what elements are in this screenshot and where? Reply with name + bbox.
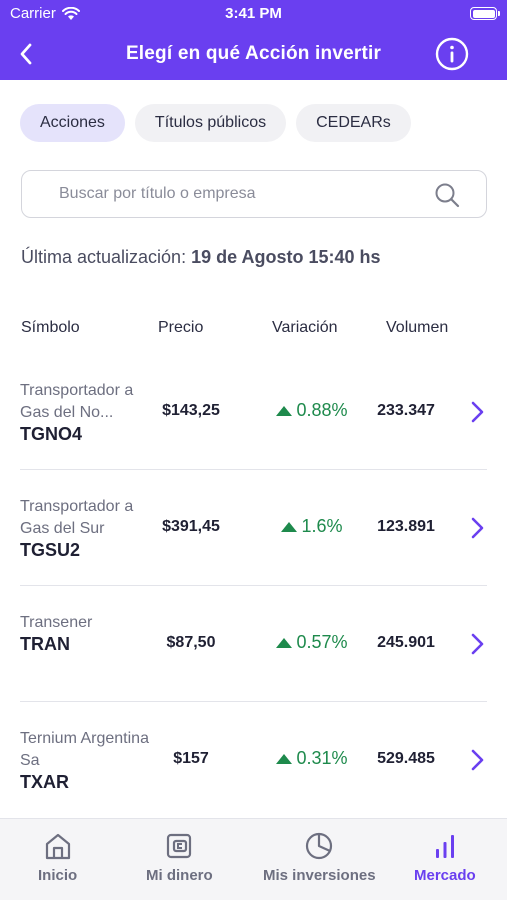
bar-chart-icon	[435, 835, 454, 858]
search-input[interactable]: Buscar por título o empresa	[21, 170, 487, 218]
tab-inicio-label: Inicio	[38, 867, 78, 884]
last-update-label: Última actualización:	[21, 247, 187, 267]
chevron-right-icon[interactable]	[467, 517, 487, 539]
stock-volume: 245.901	[377, 634, 435, 651]
stock-price: $143,25	[162, 402, 220, 419]
arrow-up-icon	[276, 753, 293, 764]
header-volumen: Volumen	[386, 319, 449, 336]
wallet-icon	[167, 833, 192, 859]
header-precio: Precio	[158, 319, 204, 336]
stock-variation: 0.57%	[252, 632, 372, 653]
pie-chart-icon	[306, 832, 333, 860]
tab-mercado[interactable]: Mercado	[414, 831, 476, 884]
stock-symbol: TGSU2	[20, 540, 81, 560]
variation-value: 0.31%	[296, 748, 348, 768]
tab-mercado-label: Mercado	[414, 867, 476, 884]
tab-cedears[interactable]: CEDEARs	[296, 104, 411, 142]
arrow-up-icon	[281, 521, 298, 532]
stock-variation: 0.31%	[252, 748, 372, 769]
chevron-right-icon[interactable]	[467, 401, 487, 423]
info-icon[interactable]	[435, 37, 469, 71]
tab-mi-dinero[interactable]: Mi dinero	[146, 831, 213, 884]
nav-bar: Elegí en qué Acción invertir	[0, 28, 507, 80]
table-row[interactable]: Transportador a Gas del No... TGNO4 $143…	[20, 354, 487, 470]
stock-volume: 123.891	[377, 518, 435, 535]
variation-value: 0.57%	[296, 632, 348, 652]
tab-titulos-publicos[interactable]: Títulos públicos	[134, 104, 287, 142]
stock-volume: 233.347	[377, 402, 435, 419]
segment-tabs: Acciones Títulos públicos CEDEARs	[20, 104, 411, 142]
wifi-icon	[61, 6, 80, 20]
stock-symbol: TRAN	[20, 634, 70, 654]
header-variacion: Variación	[272, 319, 338, 336]
chevron-left-icon	[20, 43, 32, 65]
stock-variation: 1.6%	[252, 516, 372, 537]
company-name: Transener	[20, 614, 93, 631]
header-simbolo: Símbolo	[21, 319, 80, 336]
stock-list: Transportador a Gas del No... TGNO4 $143…	[0, 354, 507, 818]
table-row[interactable]: Transportador a Gas del Sur TGSU2 $391,4…	[20, 470, 487, 586]
tab-mis-inversiones-label: Mis inversiones	[263, 867, 376, 884]
company-name: Transportador a Gas del Sur	[20, 498, 134, 537]
chevron-right-icon[interactable]	[467, 633, 487, 655]
table-row[interactable]: Ternium Argentina Sa TXAR $157 0.31% 529…	[20, 702, 487, 818]
last-update-value: 19 de Agosto 15:40 hs	[191, 247, 381, 267]
tab-acciones[interactable]: Acciones	[20, 104, 125, 142]
chevron-right-icon[interactable]	[467, 749, 487, 771]
variation-value: 0.88%	[296, 400, 348, 420]
carrier: Carrier	[10, 5, 80, 22]
page-title: Elegí en qué Acción invertir	[125, 43, 382, 64]
status-time: 3:41 PM	[225, 5, 282, 22]
stock-price: $157	[173, 750, 209, 767]
table-row[interactable]: Transener TRAN $87,50 0.57% 245.901	[20, 586, 487, 702]
stock-symbol: TXAR	[20, 772, 69, 792]
company-name: Ternium Argentina Sa	[20, 730, 149, 769]
search-placeholder: Buscar por título o empresa	[59, 185, 256, 202]
stock-volume: 529.485	[377, 750, 435, 767]
tab-mi-dinero-label: Mi dinero	[146, 867, 213, 884]
stock-price: $391,45	[162, 518, 220, 535]
tab-mis-inversiones[interactable]: Mis inversiones	[263, 831, 376, 884]
arrow-up-icon	[276, 405, 293, 416]
tab-inicio[interactable]: Inicio	[38, 831, 77, 884]
search-icon[interactable]	[434, 182, 460, 208]
variation-value: 1.6%	[301, 516, 343, 536]
arrow-up-icon	[276, 637, 293, 648]
last-update: Última actualización: 19 de Agosto 15:40…	[21, 247, 381, 268]
bottom-tab-bar: Inicio Mi dinero Mis inversiones Mercado	[0, 818, 507, 900]
back-button[interactable]	[10, 38, 42, 70]
stock-price: $87,50	[166, 634, 216, 651]
company-name: Transportador a Gas del No...	[20, 382, 134, 421]
table-header: Símbolo Precio Variación Volumen	[0, 319, 507, 341]
carrier-label: Carrier	[10, 5, 56, 22]
stock-symbol: TGNO4	[20, 424, 83, 444]
status-bar: Carrier 3:41 PM	[0, 0, 507, 28]
stock-variation: 0.88%	[252, 400, 372, 421]
battery-icon	[470, 7, 500, 20]
home-icon	[45, 833, 70, 860]
